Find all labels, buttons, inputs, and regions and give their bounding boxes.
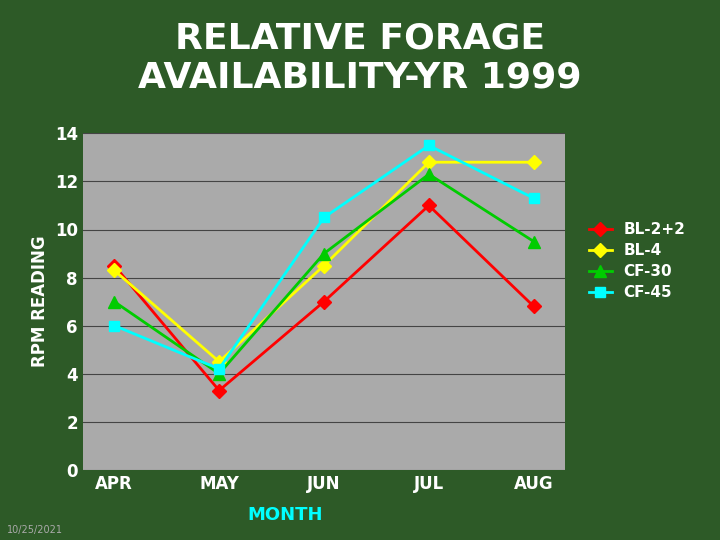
BL-4	[425, 159, 433, 165]
BL-2+2	[110, 262, 119, 269]
BL-2+2	[320, 298, 328, 305]
BL-2+2	[529, 303, 538, 309]
BL-4	[320, 262, 328, 269]
CF-45	[215, 366, 223, 372]
CF-30	[110, 298, 119, 305]
Line: BL-4: BL-4	[109, 157, 539, 367]
BL-4	[529, 159, 538, 165]
BL-4	[110, 267, 119, 274]
Line: BL-2+2: BL-2+2	[109, 200, 539, 395]
Legend: BL-2+2, BL-4, CF-30, CF-45: BL-2+2, BL-4, CF-30, CF-45	[582, 216, 692, 307]
BL-2+2	[215, 387, 223, 394]
CF-45	[110, 322, 119, 329]
Text: 10/25/2021: 10/25/2021	[7, 524, 63, 535]
Line: CF-45: CF-45	[109, 140, 539, 374]
CF-45	[425, 142, 433, 149]
CF-30	[425, 171, 433, 178]
Y-axis label: RPM READING: RPM READING	[31, 236, 49, 367]
BL-4	[215, 359, 223, 365]
Text: RELATIVE FORAGE
AVAILABILITY-YR 1999: RELATIVE FORAGE AVAILABILITY-YR 1999	[138, 22, 582, 94]
CF-30	[215, 370, 223, 377]
CF-45	[529, 195, 538, 201]
CF-30	[529, 238, 538, 245]
BL-2+2	[425, 202, 433, 208]
Line: CF-30: CF-30	[108, 168, 540, 380]
CF-45	[320, 214, 328, 221]
Text: MONTH: MONTH	[248, 506, 323, 524]
CF-30	[320, 250, 328, 256]
